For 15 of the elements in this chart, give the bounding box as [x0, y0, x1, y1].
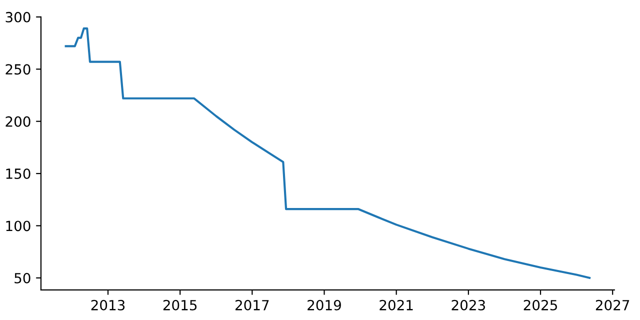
x-tick-label: 2017: [236, 300, 269, 310]
y-tick-label: 100: [6, 220, 30, 232]
y-tick-label: 250: [6, 64, 30, 75]
y-tick-label: 150: [6, 168, 30, 180]
x-tick-label: 2013: [91, 300, 125, 310]
x-tick-label: 2027: [596, 300, 630, 310]
x-tick-label: 2025: [524, 300, 557, 310]
x-tick-label: 2019: [308, 300, 341, 310]
y-tick-label: 50: [14, 272, 30, 284]
x-tick-label: 2023: [452, 300, 485, 310]
line-series: [64, 27, 591, 279]
y-tick-label: 200: [6, 116, 30, 127]
y-tick-label: 300: [6, 12, 30, 22]
x-tick-label: 2015: [163, 300, 197, 310]
x-tick-label: 2021: [380, 300, 413, 310]
